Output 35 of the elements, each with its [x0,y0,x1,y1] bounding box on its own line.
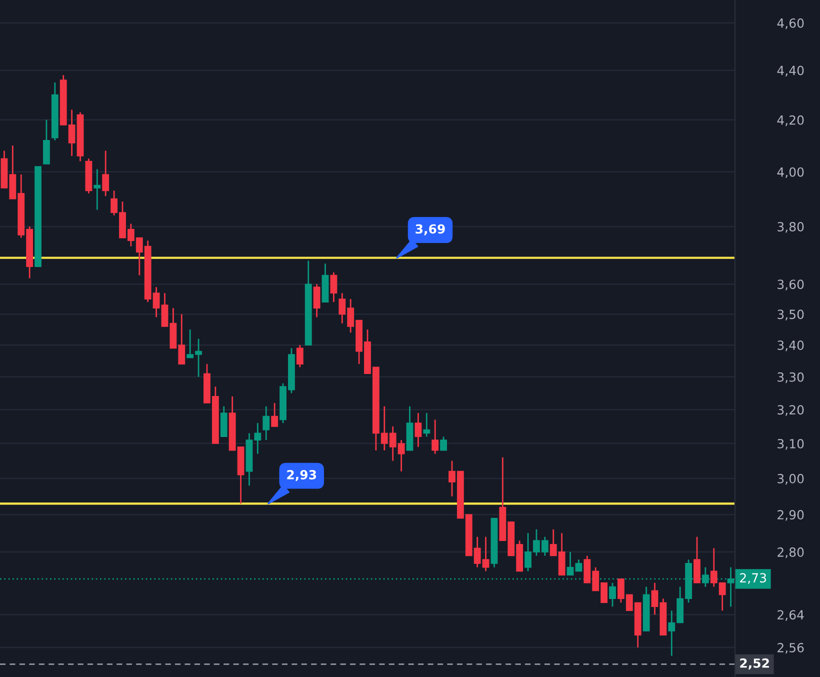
y-tick-label: 2,80 [778,547,804,558]
candlestick [271,402,278,428]
y-tick-label: 3,30 [778,372,804,384]
candlestick [313,283,320,318]
candlestick [220,406,228,438]
y-tick-label: 3,00 [778,474,804,485]
y-tick-label: 4,20 [777,115,804,126]
ref-line-label: 2,93 [287,470,316,482]
candlestick [432,419,439,455]
candlestick [296,344,304,368]
candlestick [414,412,422,448]
candlestick [694,536,700,584]
y-tick-label: 3,40 [778,340,804,352]
ref-line-label: 2,52 [740,658,769,670]
y-tick-label: 2,64 [778,610,804,621]
candlestick [102,150,110,197]
y-tick-label: 3,50 [778,310,804,320]
candlestick [330,272,338,303]
y-tick-label: 4,40 [777,66,804,76]
candlestick [440,436,447,452]
candlestick [423,412,430,438]
y-tick-label: 4,00 [777,167,804,178]
y-tick-label: 2,56 [778,642,804,654]
candlestick [94,168,101,211]
candlestick [262,406,270,441]
candlestick [43,119,50,165]
ref-line-label: 2,73 [740,573,766,584]
ref-line-label: 3,69 [416,224,445,236]
y-tick-label: 2,90 [778,510,804,521]
y-tick-label: 3,80 [778,222,804,233]
y-tick-label: 4,60 [777,18,804,30]
candlestick [609,582,616,608]
y-tick-label: 3,10 [778,438,804,450]
y-tick-label: 3,60 [778,280,804,290]
y-tick-label: 3,20 [778,405,804,416]
